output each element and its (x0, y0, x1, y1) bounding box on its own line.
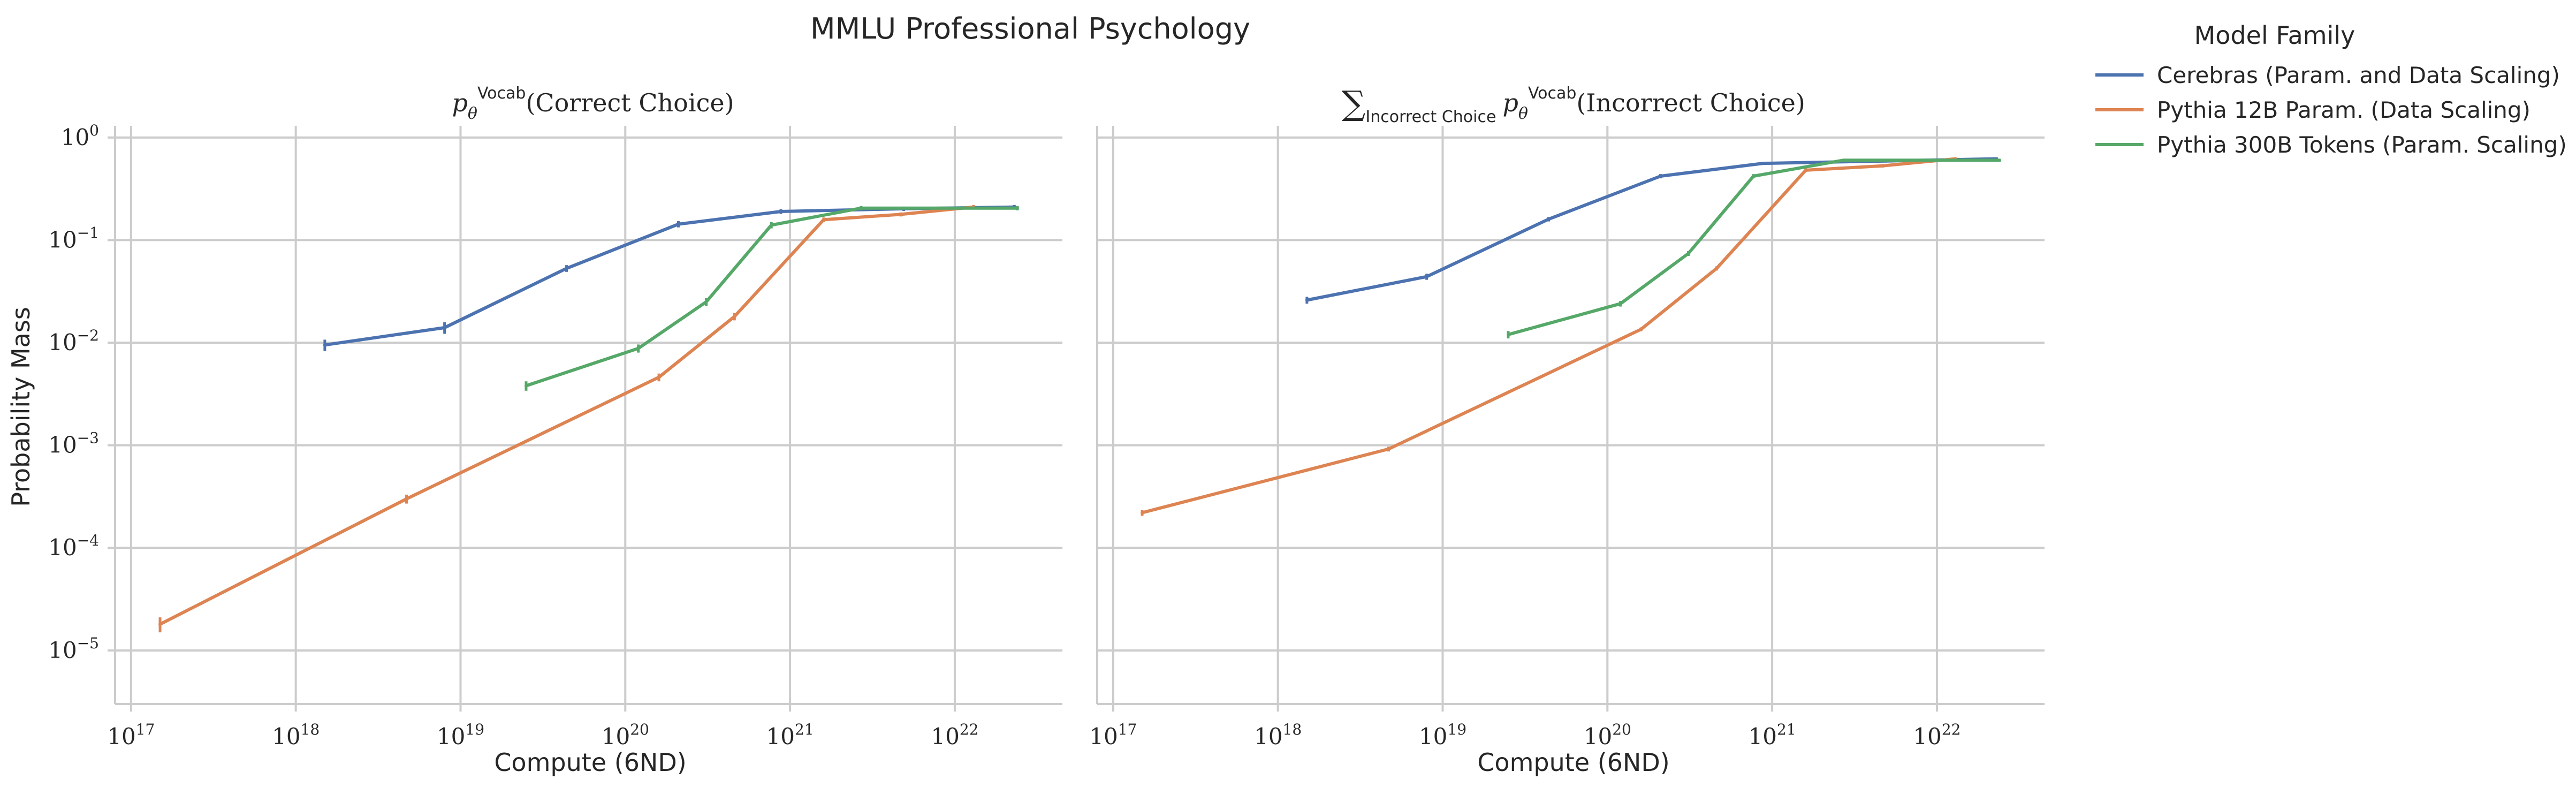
x-tick-label: 1017 (107, 721, 155, 750)
x-tick-label: 1022 (1913, 721, 1961, 750)
data-point (1715, 267, 1719, 270)
data-point (1997, 158, 2001, 162)
data-point (405, 497, 408, 501)
data-point (657, 375, 661, 379)
data-point (1881, 164, 1884, 168)
x-tick-label: 1017 (1089, 721, 1137, 750)
legend: Model Family Cerebras (Param. and Data S… (2095, 21, 2567, 158)
legend-label: Cerebras (Param. and Data Scaling) (2157, 62, 2560, 88)
y-tick-label: 100 (61, 122, 99, 150)
axes-layer: 1017 1018 1019 1020 1021 1022 10−5 10−4 10−3 10−2… (48, 122, 1062, 750)
x-tick-label: 1019 (1419, 721, 1466, 750)
legend-label: Pythia 12B Param. (Data Scaling) (2157, 97, 2531, 123)
data-point (1425, 275, 1428, 278)
data-point (899, 213, 902, 216)
data-point (779, 210, 783, 214)
data-point (1659, 175, 1662, 178)
data-point (1686, 252, 1690, 255)
y-axis-label: Probability Mass (6, 307, 35, 507)
series-layer (158, 205, 1019, 633)
series-2 (524, 206, 1019, 391)
data-point (1015, 206, 1019, 210)
data-point (565, 267, 568, 270)
series-1 (1141, 157, 1958, 516)
data-point (677, 222, 680, 226)
data-point (733, 315, 736, 319)
data-point (1761, 162, 1765, 165)
data-point (1141, 511, 1144, 515)
legend-title: Model Family (2194, 21, 2355, 50)
x-tick-label: 1021 (766, 721, 814, 750)
x-tick-label: 1021 (1749, 721, 1796, 750)
data-point (859, 206, 863, 210)
y-tick-label: 10−1 (48, 224, 99, 253)
data-point (822, 218, 825, 222)
data-point (1618, 302, 1622, 306)
data-point (636, 346, 640, 350)
subplot-title-correct-choice: pθVocab(Correct Choice) (452, 84, 734, 123)
data-point (158, 622, 162, 626)
series-line (1508, 158, 2000, 336)
grid-layer (1097, 126, 2045, 704)
data-point (1752, 175, 1756, 178)
y-tick-label: 10−3 (48, 429, 99, 458)
data-point (524, 384, 528, 388)
data-point (1639, 328, 1643, 331)
legend-item: Cerebras (Param. and Data Scaling) (2095, 62, 2560, 88)
data-point (1305, 298, 1309, 302)
x-axis-label: Compute (6ND) (494, 748, 686, 777)
data-point (1841, 158, 1845, 162)
series-1 (158, 205, 976, 633)
x-tick-label: 1022 (931, 721, 978, 750)
y-tick-label: 10−2 (48, 327, 99, 356)
data-point (443, 326, 446, 330)
series-line (1142, 157, 1956, 515)
x-tick-label: 1018 (1254, 721, 1302, 750)
series-0 (323, 205, 1016, 351)
y-tick-label: 10−4 (48, 532, 99, 561)
x-tick-label: 1019 (437, 721, 484, 750)
y-tick-label: 10−5 (48, 634, 99, 663)
figure-title: MMLU Professional Psychology (810, 12, 1250, 46)
data-point (1506, 332, 1510, 336)
series-2 (1506, 158, 2001, 339)
legend-item: Pythia 12B Param. (Data Scaling) (2095, 97, 2531, 123)
x-axis-label: Compute (6ND) (1477, 748, 1669, 777)
grid-layer (115, 126, 1062, 704)
data-point (323, 343, 326, 347)
subplot-title-incorrect-choice: ∑Incorrect Choice pθVocab(Incorrect Choic… (1342, 84, 1805, 126)
x-tick-label: 1018 (272, 721, 320, 750)
data-point (1804, 168, 1807, 172)
series-line (324, 205, 1015, 347)
data-point (1547, 217, 1551, 221)
series-layer (1141, 157, 2001, 516)
legend-item: Pythia 300B Tokens (Param. Scaling) (2095, 132, 2567, 158)
data-point (704, 300, 708, 304)
x-tick-label: 1020 (602, 721, 649, 750)
data-point (1387, 447, 1390, 451)
series-line (526, 206, 1017, 388)
x-tick-label: 1020 (1584, 721, 1631, 750)
legend-label: Pythia 300B Tokens (Param. Scaling) (2157, 132, 2567, 158)
plot-panel-correct-choice: 1017 1018 1019 1020 1021 1022 10−5 10−4 10−3 10−2… (6, 84, 1062, 777)
axes-layer: 1017 1018 1019 1020 1021 1022 (1089, 126, 2045, 750)
plot-panel-incorrect-choice: 1017 1018 1019 1020 1021 1022 ∑Incorrect Choi… (1089, 84, 2045, 777)
data-point (770, 223, 773, 227)
